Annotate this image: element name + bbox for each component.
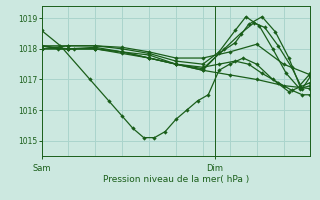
X-axis label: Pression niveau de la mer( hPa ): Pression niveau de la mer( hPa ) <box>103 175 249 184</box>
